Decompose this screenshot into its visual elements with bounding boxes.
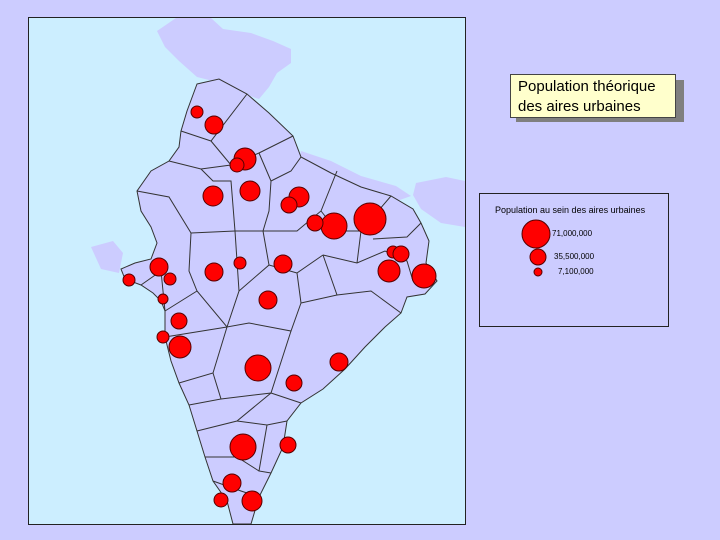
map-title-line-2: des aires urbaines [518, 98, 641, 115]
northern-land [157, 18, 291, 99]
urban-area-circle [157, 293, 169, 305]
urban-area-circle [168, 335, 192, 359]
map-frame[interactable] [28, 17, 466, 525]
legend-label-small: 7,100,000 [558, 267, 594, 276]
legend-box: Population au sein des aires urbaines 71… [479, 193, 669, 327]
urban-area-circle [279, 436, 297, 454]
urban-area-circle [122, 273, 136, 287]
country-outline [120, 78, 438, 524]
nepal-strip [297, 151, 411, 201]
urban-area-circle [149, 257, 169, 277]
map-canvas [91, 18, 465, 524]
urban-area-circle [280, 196, 298, 214]
western-land [91, 241, 123, 273]
urban-area-circle [285, 374, 303, 392]
legend-symbols [521, 219, 551, 277]
urban-area-circle [239, 180, 261, 202]
urban-area-circle [241, 490, 263, 512]
legend-title: Population au sein des aires urbaines [495, 205, 646, 215]
urban-area-circle [163, 272, 177, 286]
eastern-land [413, 177, 465, 227]
urban-area-circle [204, 115, 224, 135]
legend-label-large: 71,000,000 [552, 229, 593, 238]
legend-label-medium: 35,500,000 [554, 252, 595, 261]
urban-area-circle [229, 433, 257, 461]
urban-area-circle [392, 245, 410, 263]
urban-area-circle [329, 352, 349, 372]
urban-area-circle [190, 105, 204, 119]
map-title-box: Population théorique des aires urbaines [510, 74, 676, 118]
urban-area-circle [204, 262, 224, 282]
urban-area-circle [213, 492, 229, 508]
urban-area-circle [273, 254, 293, 274]
urban-area-circle [156, 330, 170, 344]
map-title-line-1: Population théorique [518, 78, 656, 95]
urban-area-circle [320, 212, 348, 240]
neighbor-land [91, 18, 465, 273]
urban-area-circle [411, 263, 437, 289]
urban-area-circle [170, 312, 188, 330]
urban-area-circle [377, 259, 401, 283]
urban-area-circle [202, 185, 224, 207]
urban-area-circle [233, 256, 247, 270]
legend-circle-medium [529, 248, 547, 266]
legend-circle-large [521, 219, 551, 249]
urban-area-circle [244, 354, 272, 382]
urban-area-circle [222, 473, 242, 493]
urban-area-circle [229, 157, 245, 173]
urban-circles [122, 105, 437, 512]
urban-area-circle [258, 290, 278, 310]
urban-area-circle [353, 202, 387, 236]
urban-area-circle [306, 214, 324, 232]
legend-circle-small [533, 267, 543, 277]
